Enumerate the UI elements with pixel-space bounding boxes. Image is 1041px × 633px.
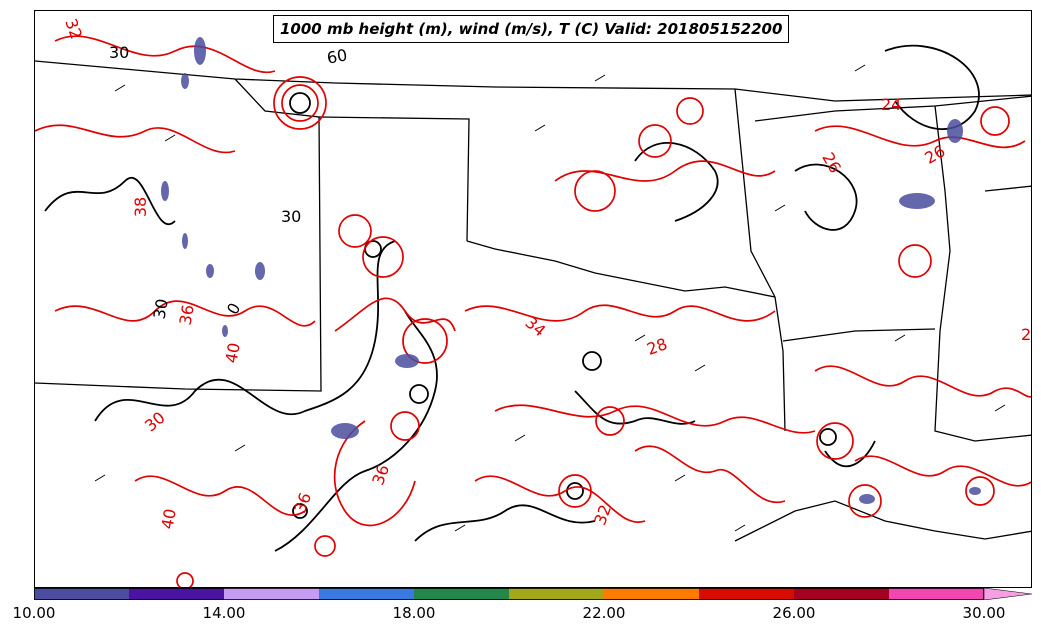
shaded-regions [161, 37, 981, 504]
wind-barbs [94, 64, 1006, 532]
temperature-label: 38 [131, 196, 151, 218]
temperature-label: 36 [175, 303, 198, 327]
colorbar-outline [34, 588, 984, 600]
height-label: 30 [281, 207, 302, 226]
colorbar-extend-arrow [983, 588, 1032, 600]
colorbar-tick-label: 26.00 [772, 604, 816, 622]
temperature-label: 40 [221, 341, 244, 365]
colorbar-segment [509, 588, 604, 600]
map-title: 1000 mb height (m), wind (m/s), T (C) Va… [273, 15, 790, 43]
colorbar-segment [794, 588, 889, 600]
temperature-label: 2 [1021, 325, 1032, 344]
colorbar-segment [224, 588, 319, 600]
temperature-label: 24 [881, 95, 902, 114]
colorbar-segment [34, 588, 129, 600]
colorbar-segment [889, 588, 984, 600]
colorbar-tick-label: 14.00 [202, 604, 246, 622]
colorbar-tick-label: 22.00 [582, 604, 626, 622]
map-panel: 1000 mb height (m), wind (m/s), T (C) Va… [34, 10, 1032, 588]
colorbar [34, 588, 1032, 600]
colorbar-segment [699, 588, 794, 600]
colorbar-tick-label: 30.00 [962, 604, 1006, 622]
height-label: 60 [325, 45, 349, 68]
temperature-contours [35, 35, 1031, 587]
height-label: 30 [149, 297, 172, 321]
temperature-label: 40 [157, 507, 180, 531]
map-canvas [35, 35, 1031, 587]
colorbar-segment [414, 588, 509, 600]
height-contours [44, 44, 980, 552]
state-borders [35, 60, 1031, 542]
colorbar-segment [604, 588, 699, 600]
colorbar-tick-label: 18.00 [392, 604, 436, 622]
colorbar-segment [129, 588, 224, 600]
colorbar-tick-label: 10.00 [12, 604, 56, 622]
height-label: 30 [109, 43, 130, 62]
colorbar-segment [319, 588, 414, 600]
